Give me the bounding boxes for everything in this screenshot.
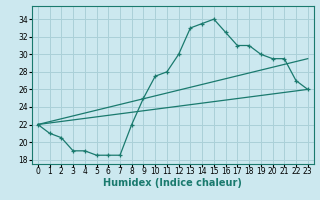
X-axis label: Humidex (Indice chaleur): Humidex (Indice chaleur) <box>103 178 242 188</box>
